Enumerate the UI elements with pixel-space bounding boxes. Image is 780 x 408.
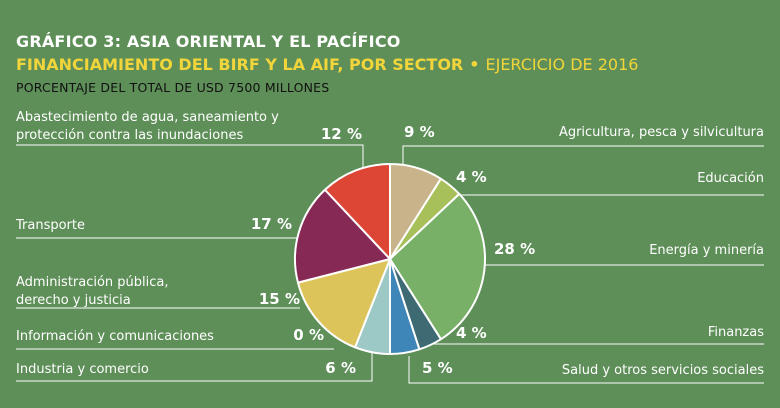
chart-subtitle: FINANCIAMIENTO DEL BIRF Y LA AIF, POR SE… — [16, 55, 638, 74]
label-industry: Industria y comercio — [16, 362, 149, 377]
pie-slice-energia-y-mineria — [389, 192, 486, 341]
pct-energy: 28 % — [494, 240, 536, 258]
pct-ict: 0 % — [293, 326, 324, 344]
pct-health: 5 % — [422, 359, 453, 377]
chart-title: GRÁFICO 3: ASIA ORIENTAL Y EL PACÍFICO — [16, 32, 401, 51]
label-transport: Transporte — [16, 218, 85, 233]
pie-slice-administracion-publica-derecho — [296, 258, 391, 349]
pct-agriculture: 9 % — [404, 123, 435, 141]
label-public-admin: Administración pública, derecho y justic… — [16, 275, 169, 308]
label-energy: Energía y minería — [649, 243, 764, 258]
pct-industry: 6 % — [325, 359, 356, 377]
label-health: Salud y otros servicios sociales — [561, 363, 764, 378]
label-education: Educación — [697, 171, 764, 186]
label-water: Abastecimiento de agua, saneamiento y pr… — [16, 110, 279, 143]
subtitle-separator: • — [469, 55, 480, 74]
leader-agriculture — [402, 145, 764, 166]
leader-health — [408, 356, 764, 384]
pct-transport: 17 % — [250, 215, 292, 233]
subtitle-text: FINANCIAMIENTO DEL BIRF Y LA AIF, POR SE… — [16, 55, 464, 74]
label-agriculture: Agricultura, pesca y silvicultura — [558, 125, 764, 140]
leader-industry — [16, 352, 373, 382]
leader-water — [16, 144, 364, 170]
label-finance: Finanzas — [707, 325, 764, 340]
unit-note: PORCENTAJE DEL TOTAL DE USD 7500 MILLONE… — [16, 80, 330, 95]
pct-finance: 4 % — [456, 324, 487, 342]
pct-education: 4 % — [456, 168, 487, 186]
pie-slice-transporte — [293, 188, 391, 284]
label-ict: Información y comunicaciones — [16, 329, 214, 344]
pct-public-admin: 15 % — [258, 290, 300, 308]
pct-water: 12 % — [320, 125, 362, 143]
fiscal-year: EJERCICIO DE 2016 — [485, 55, 639, 74]
pie-slice-abastecimiento-de-agua-saneami — [323, 163, 391, 260]
